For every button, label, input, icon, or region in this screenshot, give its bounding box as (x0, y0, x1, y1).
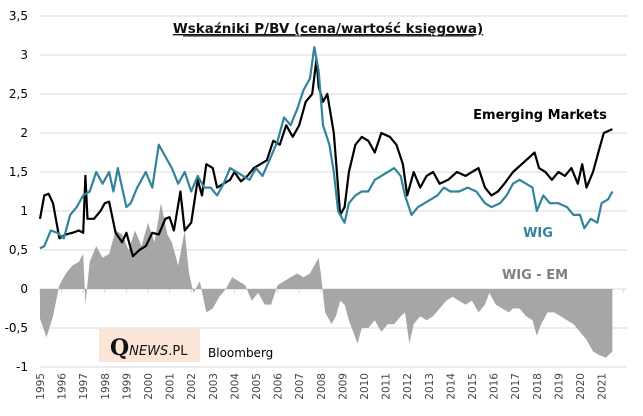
y-tick-label: 0,5 (9, 243, 28, 257)
x-tick-label: 2001 (165, 373, 177, 400)
x-tick-label: 1999 (121, 373, 133, 400)
x-tick-label: 1996 (57, 373, 69, 400)
x-tick-label: 2016 (489, 373, 501, 400)
y-tick-label: -1 (16, 360, 28, 374)
logo-news: NEWS (129, 344, 168, 359)
line-series (38, 46, 614, 258)
x-tick-label: 2003 (208, 373, 220, 400)
x-tick-label: 1995 (35, 373, 47, 400)
y-tick-label: 3 (20, 48, 28, 62)
y-tick-label: 2 (20, 126, 28, 140)
area-wig-minus-em (40, 203, 613, 358)
label-wig: WIG (523, 226, 553, 241)
x-tick-label: 2000 (143, 373, 155, 400)
chart-title: Wskaźniki P/BV (cena/wartość księgowa) (173, 21, 483, 37)
y-axis-ticks: 3,5 3 2,5 2 1,5 1 0,5 0 -0,5 -1 (5, 9, 28, 374)
label-wig-minus-em: WIG - EM (502, 268, 568, 283)
line-emerging-markets (38, 57, 613, 258)
x-tick-label: 2009 (337, 373, 349, 400)
x-tick-label: 2011 (381, 373, 393, 400)
logo-text: QNEWS.PL (110, 335, 188, 361)
y-tick-label: 0 (20, 282, 28, 296)
x-tick-label: 2007 (294, 373, 306, 400)
x-tick-label: 2013 (424, 373, 436, 400)
logo-background (99, 329, 200, 362)
y-tick-label: -0,5 (5, 321, 28, 335)
line-wig (39, 46, 614, 250)
x-tick-label: 2005 (251, 373, 263, 400)
x-tick-label: 2021 (597, 373, 609, 400)
x-axis-ticks: 1995 1996 1997 1998 1999 2000 2001 2002 2003 2004… (35, 373, 609, 400)
y-tick-label: 1 (20, 204, 28, 218)
x-tick-label: 2002 (186, 373, 198, 400)
x-tick-label: 2012 (402, 373, 414, 400)
label-emerging-markets: Emerging Markets (473, 108, 607, 123)
x-tick-label: 2006 (273, 373, 285, 400)
y-tick-label: 2,5 (9, 87, 28, 101)
x-tick-label: 2015 (467, 373, 479, 400)
qnews-logo: QNEWS.PL (99, 329, 200, 362)
x-tick-label: 2017 (510, 373, 522, 400)
x-tick-label: 2008 (316, 373, 328, 400)
x-tick-label: 1997 (78, 373, 90, 400)
x-tick-label: 2019 (553, 373, 565, 400)
x-tick-label: 2020 (575, 373, 587, 400)
x-tick-label: 2004 (229, 373, 241, 400)
y-tick-label: 1,5 (9, 165, 28, 179)
wig-minus-em-area-series (40, 203, 613, 358)
x-tick-label: 2014 (445, 373, 457, 400)
x-tick-label: 1998 (100, 373, 112, 400)
logo-q: Q (110, 335, 129, 361)
y-tick-label: 3,5 (9, 9, 28, 23)
x-tick-label: 2010 (359, 373, 371, 400)
source-label: Bloomberg (208, 346, 273, 360)
logo-pl: .PL (168, 344, 188, 359)
x-tick-label: 2018 (532, 373, 544, 400)
